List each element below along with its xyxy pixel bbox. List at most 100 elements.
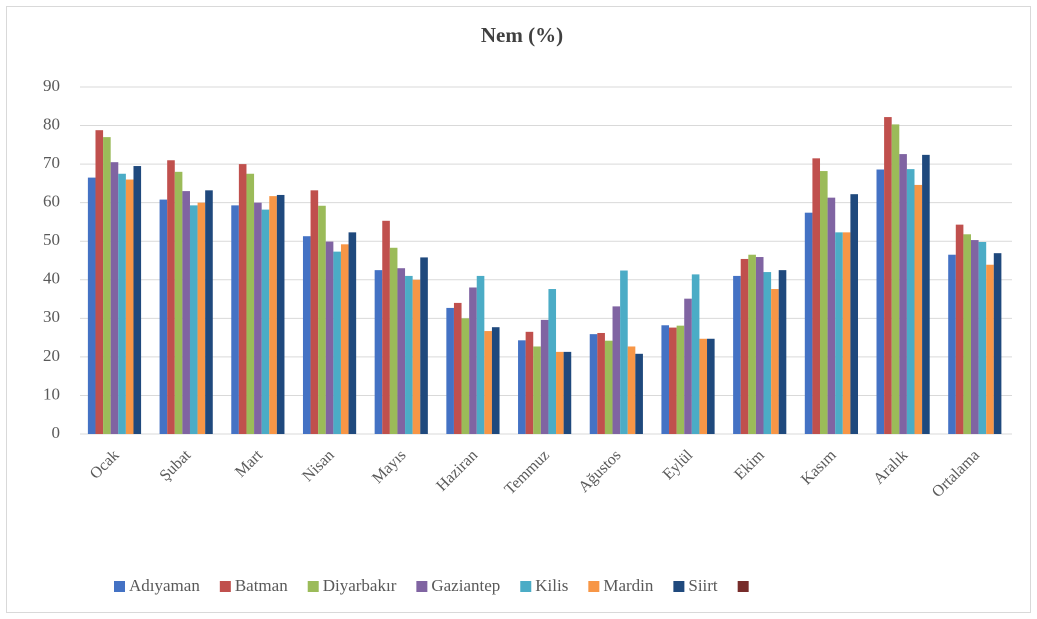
bar [182, 191, 190, 434]
bar [842, 232, 851, 434]
y-tick-label: 50 [43, 230, 60, 249]
legend-swatch [416, 581, 428, 592]
legend-swatch [520, 581, 532, 592]
legend-swatch [673, 581, 685, 592]
bar [627, 346, 636, 434]
legend-swatch [307, 581, 319, 592]
bar [899, 154, 907, 434]
bar [906, 169, 915, 434]
bar [397, 268, 406, 434]
bar [589, 334, 598, 434]
y-tick-label: 70 [43, 153, 60, 172]
bar [970, 240, 979, 434]
bar [978, 241, 987, 434]
bar [269, 196, 277, 434]
bar [604, 340, 613, 434]
y-tick-label: 30 [43, 307, 60, 326]
bar [661, 325, 670, 434]
bar [238, 164, 247, 434]
bar [827, 197, 836, 434]
bar [563, 351, 572, 434]
bar [231, 205, 239, 434]
bar [986, 264, 994, 434]
bar [993, 253, 1002, 434]
bar [556, 351, 564, 434]
y-tick-label: 20 [43, 346, 60, 365]
y-tick-label: 80 [43, 114, 60, 133]
bar [891, 124, 900, 434]
y-tick-label: 40 [43, 269, 60, 288]
bar [87, 177, 96, 434]
bar [963, 234, 971, 434]
bar [548, 289, 557, 434]
bar [884, 117, 892, 434]
bar [159, 199, 168, 434]
bar [133, 166, 142, 435]
bar [246, 173, 255, 434]
bar [310, 190, 319, 434]
bar [205, 190, 213, 434]
bar [197, 202, 206, 434]
legend-label: Diyarbakır [323, 576, 397, 595]
bar [771, 289, 779, 434]
legend-label: Batman [235, 576, 288, 595]
bar [763, 272, 772, 434]
bar [174, 171, 183, 435]
legend-label: Kilis [535, 576, 568, 595]
bar [533, 346, 541, 434]
bar [110, 162, 119, 434]
y-tick-label: 0 [52, 423, 61, 442]
bar [922, 154, 930, 434]
bar [948, 254, 956, 434]
bar [254, 202, 262, 434]
bar [302, 236, 311, 434]
bar [389, 247, 398, 434]
bar [103, 137, 111, 434]
bar [453, 302, 462, 434]
bar [691, 274, 700, 434]
bar [484, 331, 492, 434]
bar [835, 232, 843, 434]
bar [748, 254, 756, 434]
bar [707, 338, 715, 434]
bar [955, 224, 964, 434]
bar [733, 275, 741, 434]
legend-label: Mardin [603, 576, 654, 595]
bar [820, 171, 828, 434]
bar [333, 251, 341, 434]
bar [325, 241, 334, 434]
bar [469, 287, 477, 434]
bar [476, 275, 485, 434]
bar [461, 318, 470, 434]
bar [382, 220, 390, 434]
bar [420, 257, 428, 434]
bar [540, 319, 549, 434]
bar [876, 169, 885, 434]
legend-label: Gaziantep [431, 576, 500, 595]
legend-swatch [588, 581, 600, 592]
bar [405, 275, 413, 434]
bar [412, 279, 421, 434]
bar [125, 179, 134, 434]
bar [118, 173, 126, 434]
bar [446, 307, 454, 434]
bar [755, 257, 764, 434]
bar [276, 194, 285, 434]
bar [699, 338, 708, 434]
legend-swatch [114, 581, 125, 592]
bar [778, 270, 787, 434]
bar [597, 332, 605, 434]
legend-label: Adıyaman [129, 576, 200, 595]
bar [850, 194, 859, 434]
bar [518, 340, 526, 434]
legend-label: Siirt [688, 576, 718, 595]
bar [525, 331, 534, 434]
bar [612, 306, 621, 434]
y-tick-label: 10 [43, 384, 60, 403]
y-tick-label: 90 [43, 76, 60, 95]
bar [340, 244, 349, 434]
bar [812, 158, 821, 435]
legend-swatch [737, 581, 749, 592]
bar [635, 353, 643, 434]
